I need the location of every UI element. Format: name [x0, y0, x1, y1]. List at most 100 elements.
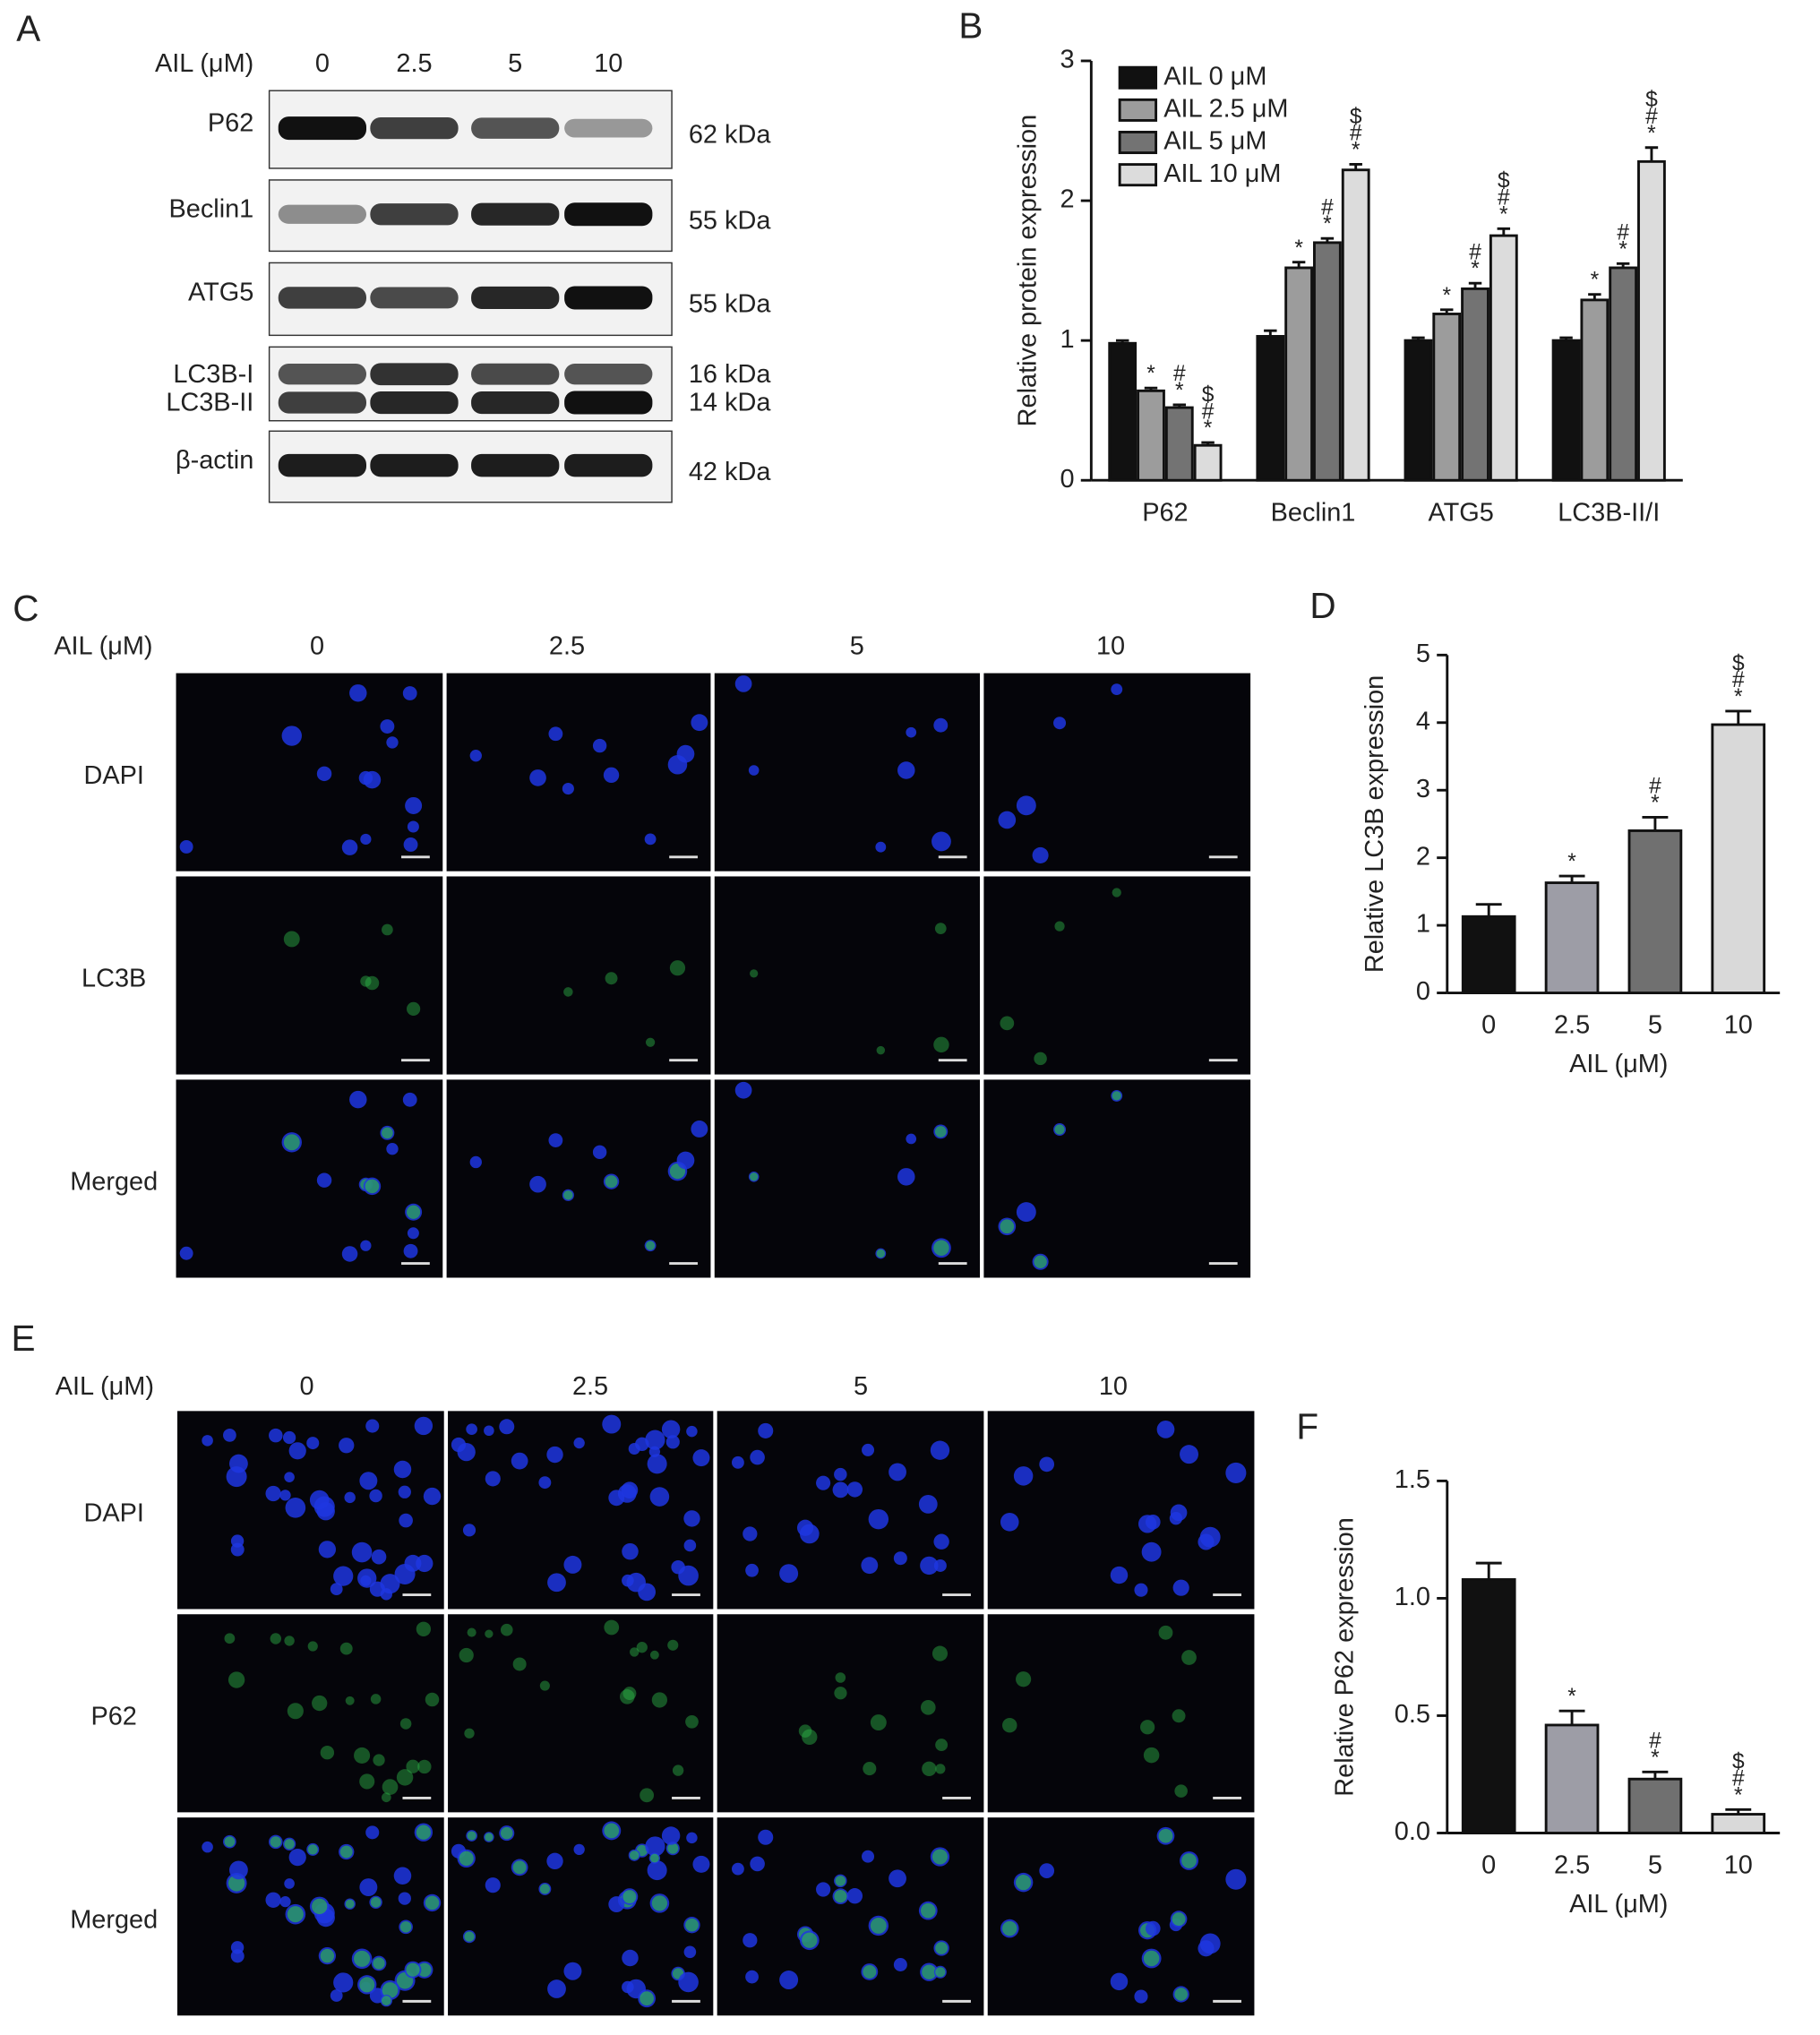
- nucleus: [423, 1487, 442, 1506]
- signal: [798, 1724, 812, 1738]
- nucleus: [360, 1240, 372, 1251]
- nucleus: [279, 1896, 291, 1908]
- nucleus: [661, 1826, 681, 1845]
- signal: [636, 1642, 648, 1653]
- blot-band: [278, 287, 367, 309]
- signal: [649, 1650, 659, 1660]
- x-axis-title: AIL (μM): [1569, 1050, 1668, 1078]
- signal: [512, 1860, 527, 1875]
- significance-mark: *: [1567, 1685, 1576, 1709]
- x-tick-label: 5: [1648, 1011, 1662, 1040]
- nucleus: [608, 1896, 625, 1913]
- blot-band: [471, 286, 560, 310]
- bar: [1341, 168, 1370, 482]
- x-tick-label: Beclin1: [1271, 498, 1356, 527]
- significance-mark: #: [1649, 775, 1661, 799]
- significance-mark: *: [1294, 236, 1303, 261]
- signal: [863, 1964, 877, 1979]
- nucleus: [665, 1435, 680, 1449]
- nucleus: [683, 1945, 697, 1959]
- error-bar: [1616, 262, 1630, 268]
- significance-mark: *: [1471, 257, 1480, 281]
- signal: [417, 1759, 432, 1774]
- dose-label: 10: [1096, 631, 1125, 660]
- error-bar: [1292, 261, 1306, 268]
- y-tick-label: 4: [1416, 707, 1430, 735]
- micrograph: [983, 1079, 1251, 1278]
- signal: [1054, 1124, 1065, 1135]
- error-bar: [1468, 281, 1482, 289]
- signal: [373, 1957, 385, 1970]
- nucleus: [644, 833, 657, 846]
- nucleus: [676, 1151, 695, 1170]
- error-bar: [1144, 386, 1158, 391]
- signal: [417, 1962, 432, 1977]
- nucleus: [369, 1489, 382, 1503]
- micrograph: [176, 673, 443, 872]
- error-bar: [1588, 293, 1601, 300]
- nucleus: [330, 1583, 343, 1596]
- significance-mark: $: [1732, 651, 1745, 675]
- blot-band: [471, 391, 560, 415]
- signal: [339, 1845, 353, 1859]
- nucleus: [469, 1155, 482, 1169]
- signal: [931, 1849, 949, 1865]
- signal: [870, 1917, 887, 1934]
- nucleus: [344, 1491, 356, 1504]
- signal: [645, 1037, 656, 1047]
- dose-label: 5: [854, 1372, 868, 1401]
- dose-axis-label: AIL (μM): [155, 49, 253, 78]
- nucleus: [499, 1419, 515, 1435]
- channel-label: LC3B: [82, 965, 146, 993]
- bar: [1137, 389, 1165, 482]
- nucleus: [484, 1425, 494, 1437]
- signal: [667, 1639, 679, 1651]
- nucleus: [403, 1243, 418, 1258]
- micrograph: [448, 1614, 714, 1813]
- nucleus: [661, 1420, 681, 1438]
- nucleus: [511, 1452, 528, 1470]
- micrograph: [446, 876, 711, 1075]
- nucleus: [602, 1414, 622, 1434]
- signal: [1002, 1920, 1017, 1936]
- nucleus: [734, 675, 752, 692]
- blot-band: [278, 391, 367, 414]
- nucleus: [683, 1539, 697, 1552]
- nucleus: [309, 1490, 330, 1510]
- blot-band: [370, 287, 459, 309]
- panel-label: F: [1296, 1405, 1318, 1447]
- signal: [876, 1249, 886, 1258]
- signal: [459, 1850, 474, 1867]
- nucleus: [316, 1172, 332, 1188]
- nucleus: [1032, 846, 1049, 863]
- nucleus: [906, 1133, 917, 1145]
- signal: [1016, 1875, 1032, 1891]
- significance-mark: *: [1323, 212, 1332, 236]
- nucleus: [933, 1533, 949, 1550]
- nucleus: [466, 1423, 477, 1436]
- blot-band: [278, 364, 367, 385]
- signal: [934, 923, 947, 934]
- significance-mark: *: [1442, 284, 1451, 308]
- panel-label: A: [16, 7, 40, 48]
- signal: [539, 1884, 550, 1894]
- signal: [365, 1179, 380, 1194]
- error-bar: [1497, 227, 1511, 236]
- significance-mark: *: [1175, 379, 1184, 403]
- signal: [934, 1126, 947, 1138]
- significance-mark: *: [1647, 122, 1656, 146]
- nucleus: [380, 1588, 392, 1601]
- signal: [382, 1982, 399, 1998]
- blot-band: [370, 363, 459, 386]
- significance-mark: $: [1350, 105, 1362, 129]
- nucleus: [592, 738, 607, 753]
- signal: [604, 1619, 620, 1636]
- signal: [283, 1134, 300, 1151]
- signal: [382, 1792, 391, 1803]
- signal: [1174, 1988, 1188, 2001]
- y-tick-label: 1: [1416, 910, 1430, 939]
- nucleus: [316, 766, 332, 782]
- signal: [228, 1671, 245, 1688]
- signal: [287, 1703, 304, 1720]
